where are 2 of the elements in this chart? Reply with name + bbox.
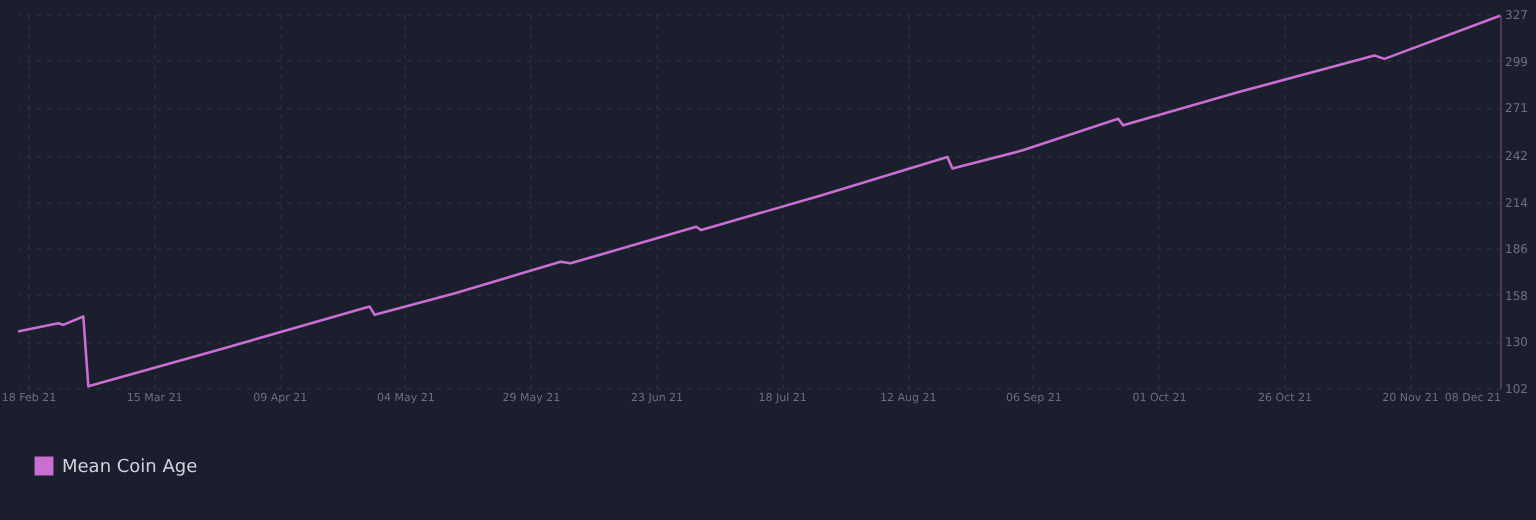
line-series [16,14,1502,388]
legend-label: Mean Coin Age [62,458,199,478]
